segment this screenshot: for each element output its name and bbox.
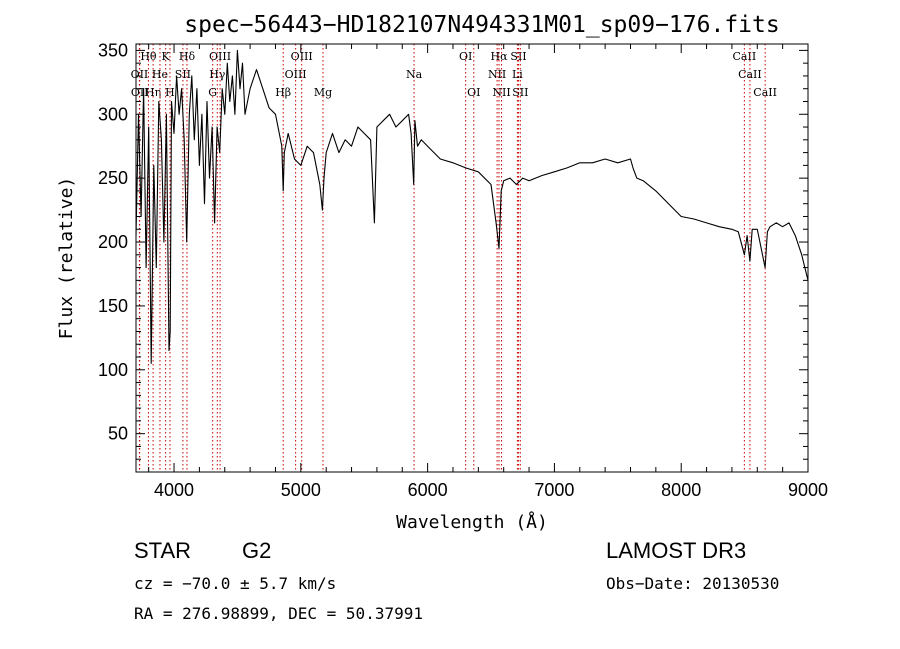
survey-label: LAMOST DR3 <box>606 538 747 563</box>
line-label-24: Li <box>512 68 523 81</box>
line-label-6: H <box>165 86 175 99</box>
line-label-17: OI <box>459 50 472 63</box>
line-label-8: Hδ <box>179 50 196 63</box>
y-tick-label-6: 350 <box>98 40 128 60</box>
line-label-19: NII <box>488 68 506 81</box>
chart-title: spec−56443−HD182107N494331M01_sp09−176.f… <box>184 12 779 38</box>
y-tick-label-1: 100 <box>98 360 128 380</box>
line-label-21: Hα <box>490 50 508 63</box>
line-label-12: Hβ <box>275 86 291 99</box>
x-axis-label: Wavelength (Å) <box>396 511 548 533</box>
x-tick-label-0: 4000 <box>154 480 194 500</box>
line-label-18: OI <box>467 86 480 99</box>
spectrum-series-0 <box>135 49 809 364</box>
line-label-1: OII <box>131 68 149 81</box>
y-tick-label-0: 50 <box>108 424 128 444</box>
line-label-11: OIII <box>209 50 231 63</box>
x-tick-label-4: 8000 <box>661 480 701 500</box>
x-tick-label-3: 7000 <box>534 480 574 500</box>
line-label-7: SII <box>175 68 191 81</box>
line-label-3: Hη <box>145 86 161 99</box>
line-label-22: SII <box>510 50 526 63</box>
line-label-13: OIII <box>285 68 307 81</box>
x-tick-label-5: 9000 <box>788 480 828 500</box>
line-label-9: G <box>208 86 217 99</box>
y-tick-label-2: 150 <box>98 296 128 316</box>
line-label-26: CaII <box>738 68 762 81</box>
line-label-16: Na <box>406 68 423 81</box>
line-label-25: CaII <box>733 50 757 63</box>
line-label-20: NII <box>492 86 510 99</box>
y-tick-label-4: 250 <box>98 168 128 188</box>
object-type: STAR <box>134 538 192 563</box>
y-axis-label: Flux (relative) <box>56 177 77 340</box>
y-tick-label-5: 300 <box>98 104 128 124</box>
line-label-4: He <box>152 68 168 81</box>
x-tick-label-2: 6000 <box>408 480 448 500</box>
line-label-14: OIII <box>291 50 313 63</box>
line-label-23: SII <box>512 86 528 99</box>
plot-frame <box>135 43 809 473</box>
coordinates: RA = 276.98899, DEC = 50.37991 <box>134 604 423 623</box>
line-label-5: K <box>162 50 171 63</box>
line-label-27: CaII <box>753 86 777 99</box>
line-label-15: Mg <box>314 86 332 99</box>
y-tick-label-3: 200 <box>98 232 128 252</box>
x-tick-label-1: 5000 <box>281 480 321 500</box>
spectral-subclass: G2 <box>242 538 272 563</box>
obs-date: Obs−Date: 20130530 <box>606 574 780 593</box>
redshift-text: cz = −70.0 ± 5.7 km/s <box>134 574 337 593</box>
line-label-0: Hθ <box>140 50 157 63</box>
line-label-10: Hγ <box>209 68 226 81</box>
